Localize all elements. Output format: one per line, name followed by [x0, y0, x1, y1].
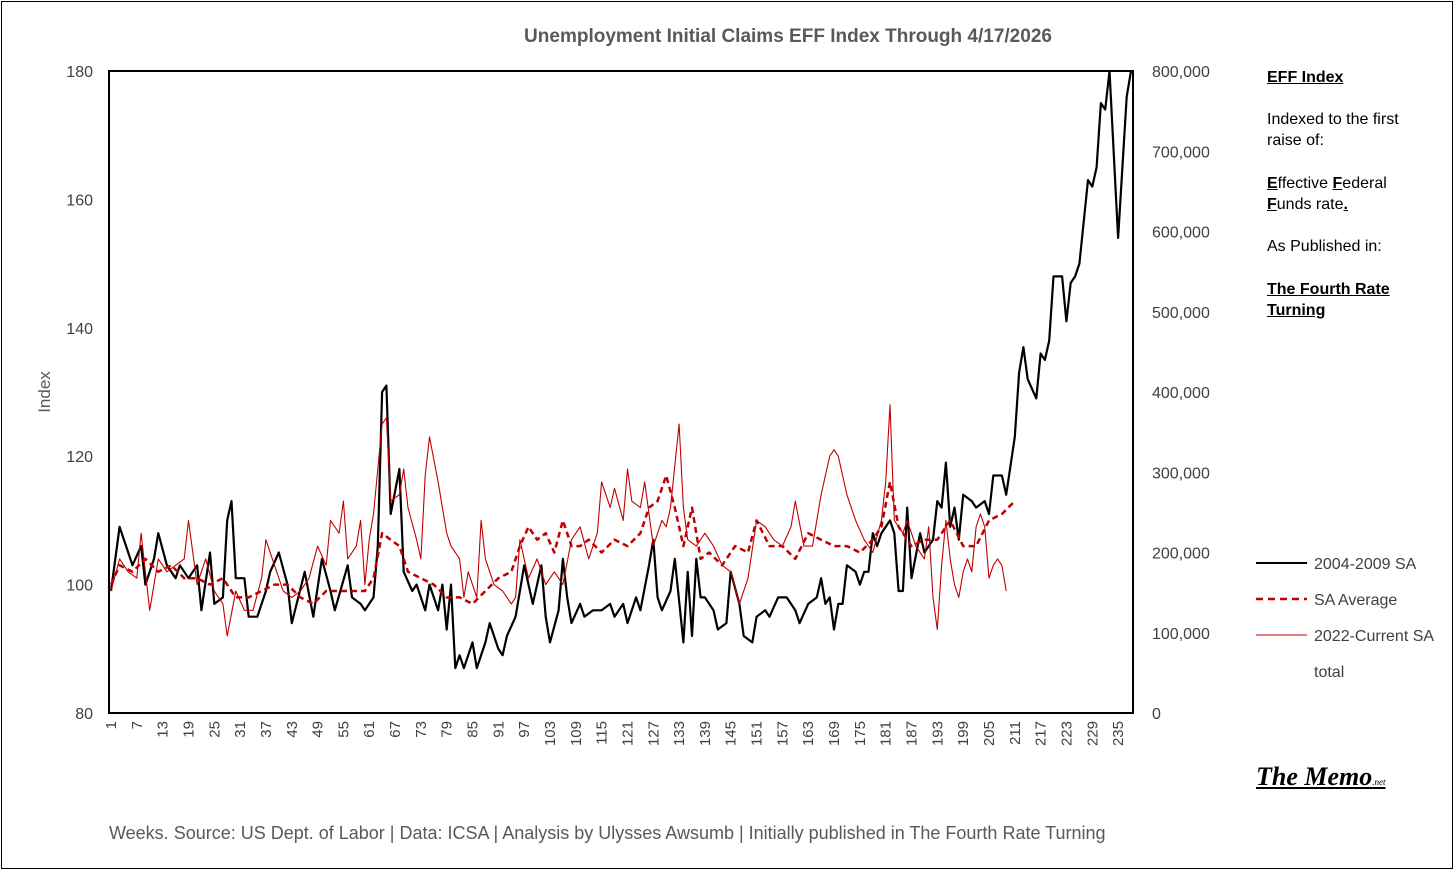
- x-tick-label: 127: [645, 721, 662, 746]
- legend-label-2004-2009: 2004-2009 SA: [1314, 556, 1417, 573]
- x-tick-label: 25: [206, 721, 223, 738]
- x-tick-label: 55: [335, 721, 352, 738]
- series-line-2004-2009-sa: [109, 69, 1133, 670]
- x-tick-label: 43: [284, 721, 301, 738]
- x-tick-label: 211: [1007, 721, 1024, 745]
- x-tick-label: 13: [155, 721, 172, 738]
- x-tick-label: 79: [439, 721, 456, 738]
- y-tick-label: 180: [66, 64, 93, 81]
- x-tick-label: 199: [955, 721, 972, 746]
- x-tick-label: 49: [310, 721, 327, 738]
- legend-label-total: total: [1314, 664, 1344, 681]
- y2-tick-label: 0: [1152, 706, 1161, 723]
- x-tick-label: 163: [800, 721, 817, 746]
- y-tick-label: 80: [75, 706, 93, 723]
- logo: The Memo.net: [1256, 762, 1386, 792]
- x-tick-label: 61: [361, 721, 378, 738]
- legend: 2004-2009 SA SA Average 2022-Current SA …: [1256, 556, 1434, 681]
- x-tick-label: 19: [180, 721, 197, 738]
- x-tick-label: 169: [826, 721, 843, 746]
- note-eff-line2: Funds rate.: [1267, 194, 1447, 215]
- x-tick-label: 7: [129, 721, 146, 729]
- y2-tick-label: 100,000: [1152, 626, 1210, 643]
- y2-tick-label: 200,000: [1152, 546, 1210, 563]
- x-tick-label: 133: [671, 721, 688, 746]
- y-tick-label: 140: [66, 321, 93, 338]
- note-line1: Indexed to the first: [1267, 111, 1399, 128]
- note-eff-rest1: ffective: [1277, 175, 1333, 192]
- note-eff-f: F: [1332, 175, 1343, 192]
- x-tick-label: 205: [981, 721, 998, 746]
- note-eff-line1: Effective Federal: [1267, 173, 1447, 194]
- x-tick-label: 1: [103, 721, 120, 729]
- note-eff-fu: F: [1267, 196, 1277, 213]
- x-tick-label: 67: [387, 721, 404, 738]
- y-tick-label: 100: [66, 578, 93, 595]
- note-eff-e: E: [1267, 175, 1278, 192]
- y2-tick-label: 700,000: [1152, 144, 1210, 161]
- x-tick-label: 97: [516, 721, 533, 738]
- x-tick-label: 187: [904, 721, 921, 746]
- x-tick-label: 229: [1084, 721, 1101, 746]
- x-tick-label: 139: [697, 721, 714, 746]
- x-tick-label: 73: [413, 721, 430, 738]
- x-tick-label: 193: [929, 721, 946, 746]
- note-published-label: As Published in:: [1267, 238, 1382, 255]
- x-tick-label: 223: [1058, 721, 1075, 746]
- x-tick-label: 151: [749, 721, 766, 746]
- x-tick-label: 181: [878, 721, 895, 746]
- x-tick-label: 31: [232, 721, 249, 738]
- x-tick-label: 145: [723, 721, 740, 746]
- y2-tick-label: 400,000: [1152, 385, 1210, 402]
- x-tick-label: 85: [465, 721, 482, 738]
- logo-main: The Memo: [1256, 762, 1373, 791]
- x-tick-label: 109: [568, 721, 585, 746]
- y2-tick-label: 600,000: [1152, 225, 1210, 242]
- note-heading: EFF Index: [1267, 69, 1344, 86]
- x-tick-label: 37: [258, 721, 275, 738]
- x-tick-label: 217: [1033, 721, 1050, 746]
- x-tick-label: 91: [490, 721, 507, 738]
- series-line-sa-average: [109, 474, 1016, 606]
- note-eff-rest2: ederal: [1342, 175, 1387, 192]
- x-tick-label: 121: [619, 721, 636, 746]
- y-tick-label: 160: [66, 192, 93, 209]
- plot-area: [108, 70, 1134, 714]
- x-tick-label: 115: [594, 721, 611, 745]
- y2-tick-label: 300,000: [1152, 465, 1210, 482]
- x-tick-label: 103: [542, 721, 559, 746]
- y-axis-title: Index: [35, 371, 54, 413]
- chart-title: Unemployment Initial Claims EFF Index Th…: [524, 26, 1052, 47]
- legend-label-sa-average: SA Average: [1314, 592, 1397, 609]
- note-publication-line2: Turning: [1267, 302, 1326, 319]
- series-layer: [109, 69, 1133, 670]
- x-tick-label: 157: [774, 721, 791, 746]
- note-eff-dot: .: [1343, 196, 1348, 213]
- x-tick-label: 175: [852, 721, 869, 746]
- note-publication-line1: The Fourth Rate: [1267, 281, 1390, 298]
- y-axis-right: 0 100,000 200,000 300,000 400,000 500,000 600,…: [1152, 64, 1210, 723]
- y2-tick-label: 500,000: [1152, 305, 1210, 322]
- y-axis-left: 80 100 120 140 160 180: [66, 64, 93, 723]
- x-axis: 1 7 13 19 25 31 37 43 49 55 61 67 73 79 85 91 97 103 109 11…: [103, 721, 1127, 746]
- note-eff-rest3: unds rate: [1276, 196, 1344, 213]
- legend-label-2022-current: 2022-Current SA: [1314, 628, 1434, 645]
- series-line-2022-current-sa: [110, 404, 1007, 637]
- logo-suffix: .net: [1372, 777, 1386, 787]
- x-tick-label: 235: [1110, 721, 1127, 746]
- y-tick-label: 120: [66, 449, 93, 466]
- y2-tick-label: 800,000: [1152, 64, 1210, 81]
- x-axis-title: Weeks. Source: US Dept. of Labor | Data:…: [109, 823, 1106, 843]
- note-line2: raise of:: [1267, 132, 1324, 149]
